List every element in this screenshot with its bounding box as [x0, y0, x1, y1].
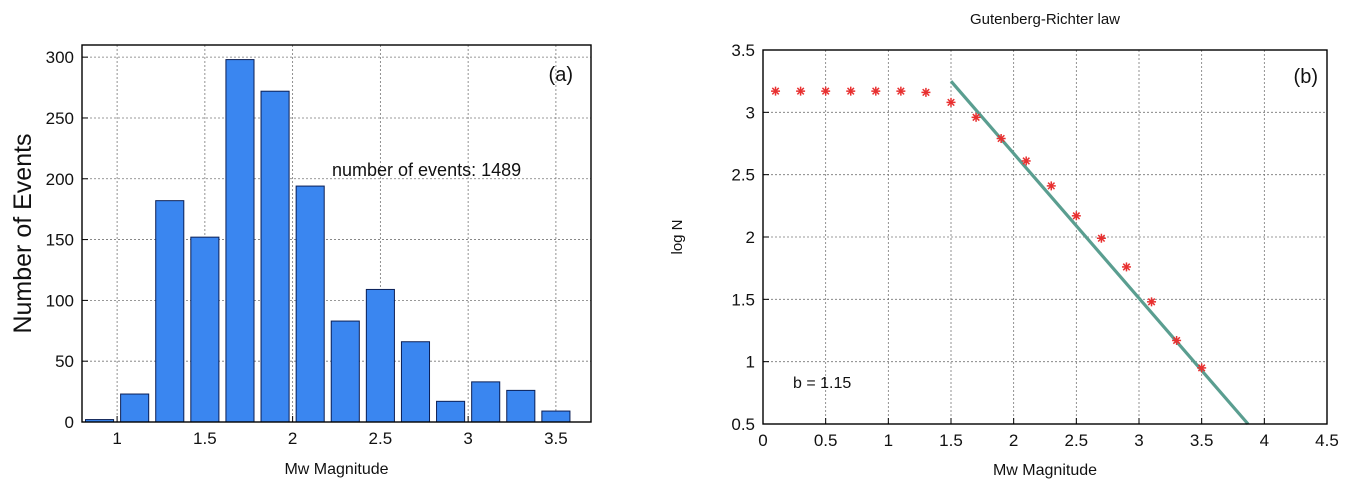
- histogram-bar: [295, 185, 325, 423]
- y-tick-label: 1: [746, 353, 755, 372]
- x-tick-label: 4.5: [1315, 431, 1339, 450]
- data-point-marker: [1121, 262, 1131, 272]
- marker-stroke: [1072, 212, 1081, 220]
- y-axis-label-a: Number of Events: [9, 133, 37, 333]
- y-tick-label: 200: [46, 170, 74, 189]
- x-tick-label: 1.5: [939, 431, 963, 450]
- y-tick-label: 300: [46, 48, 74, 67]
- data-point-marker: [946, 97, 956, 107]
- data-point-marker: [771, 86, 781, 96]
- x-tick-label: 3: [463, 429, 472, 448]
- x-tick-label: 1: [112, 429, 121, 448]
- x-tick-label: 3: [1134, 431, 1143, 450]
- y-tick-label: 50: [55, 352, 74, 371]
- x-tick-label: 2: [1009, 431, 1018, 450]
- histogram-bar: [365, 288, 395, 423]
- histogram-bar: [506, 389, 536, 423]
- marker-stroke: [972, 113, 980, 122]
- y-tick-label: 2.5: [731, 166, 755, 185]
- marker-stroke: [1097, 234, 1106, 243]
- data-point-marker: [896, 86, 906, 96]
- data-point-marker: [921, 87, 931, 97]
- x-tick-label: 2.5: [369, 429, 393, 448]
- y-tick-label: 2: [746, 228, 755, 247]
- histogram-bar: [471, 381, 501, 423]
- x-axis-label-a: Mw Magnitude: [284, 461, 388, 478]
- data-point-marker: [1096, 233, 1106, 243]
- histogram-bar: [260, 90, 290, 423]
- marker-stroke: [821, 87, 830, 95]
- x-tick-label: 0: [758, 431, 767, 450]
- y-tick-label: 100: [46, 291, 74, 310]
- chart-title-b: Gutenberg-Richter law: [970, 11, 1120, 28]
- data-point-marker: [1172, 335, 1182, 345]
- y-tick-label: 1.5: [731, 290, 755, 309]
- x-tick-label: 0.5: [814, 431, 838, 450]
- marker-stroke: [1147, 298, 1156, 306]
- y-tick-label: 0.5: [731, 415, 755, 434]
- gutenberg-richter-panel-b: 0 0.5 1 1.5 2 2.5 3 3.5 4 4.50.511.522.533.5Guten…: [669, 11, 1339, 479]
- y-tick-label: 0: [65, 413, 74, 432]
- data-point-marker: [1147, 297, 1157, 307]
- panel-label-a: (a): [549, 64, 573, 86]
- y-tick-label: 3: [746, 103, 755, 122]
- marker-stroke: [997, 134, 1005, 143]
- x-tick-label: 1: [884, 431, 893, 450]
- marker-stroke: [897, 87, 905, 95]
- x-tick-label: 4: [1260, 431, 1269, 450]
- histogram-panel-a: 1 1.5 2 2.5 3 3.5 0 50 100 150 200 250 300 (a) number …: [9, 44, 592, 478]
- data-point-marker: [1071, 211, 1081, 221]
- data-point-marker: [871, 86, 881, 96]
- marker-stroke: [947, 98, 955, 107]
- data-point-marker: [996, 134, 1006, 144]
- plot-frame-b: [762, 49, 1328, 425]
- marker-stroke: [922, 88, 930, 97]
- regression-line: [949, 80, 1250, 426]
- marker-stroke: [796, 87, 805, 95]
- histogram-bar: [190, 236, 220, 423]
- data-point-marker: [796, 86, 806, 96]
- y-tick-label: 250: [46, 109, 74, 128]
- data-point-marker: [846, 86, 856, 96]
- data-point-marker: [971, 112, 981, 122]
- y-tick-label: 3.5: [731, 41, 755, 60]
- marker-stroke: [846, 87, 855, 95]
- data-point-marker: [1021, 156, 1031, 166]
- marker-stroke: [1197, 364, 1206, 372]
- y-tick-label: 150: [46, 231, 74, 250]
- marker-stroke: [1022, 157, 1030, 165]
- histogram-bar: [400, 341, 431, 423]
- b-value-annotation: b = 1.15: [793, 375, 851, 392]
- data-point-marker: [1046, 181, 1056, 191]
- x-tick-label: 3.5: [1190, 431, 1214, 450]
- marker-stroke: [1172, 336, 1181, 345]
- histogram-bar: [155, 200, 185, 423]
- histogram-bar: [436, 400, 466, 423]
- x-tick-label: 2.5: [1065, 431, 1089, 450]
- data-point-marker: [1197, 363, 1207, 373]
- x-tick-label: 2: [288, 429, 297, 448]
- x-axis-label-b: Mw Magnitude: [993, 462, 1097, 479]
- marker-stroke: [1047, 182, 1056, 190]
- histogram-bar: [541, 410, 571, 423]
- panel-label-b: (b): [1294, 66, 1318, 88]
- y-axis-label-b: log N: [669, 219, 686, 254]
- plot-frame-a: [81, 44, 592, 423]
- histogram-bar: [330, 320, 360, 423]
- marker-stroke: [771, 87, 780, 95]
- histogram-bar: [225, 59, 255, 423]
- marker-stroke: [872, 87, 880, 95]
- x-tick-label: 3.5: [544, 429, 568, 448]
- marker-stroke: [1122, 263, 1131, 271]
- event-count-annotation: number of events: 1489: [332, 160, 521, 180]
- data-point-marker: [821, 86, 831, 96]
- histogram-bar: [120, 393, 150, 423]
- x-tick-label: 1.5: [193, 429, 217, 448]
